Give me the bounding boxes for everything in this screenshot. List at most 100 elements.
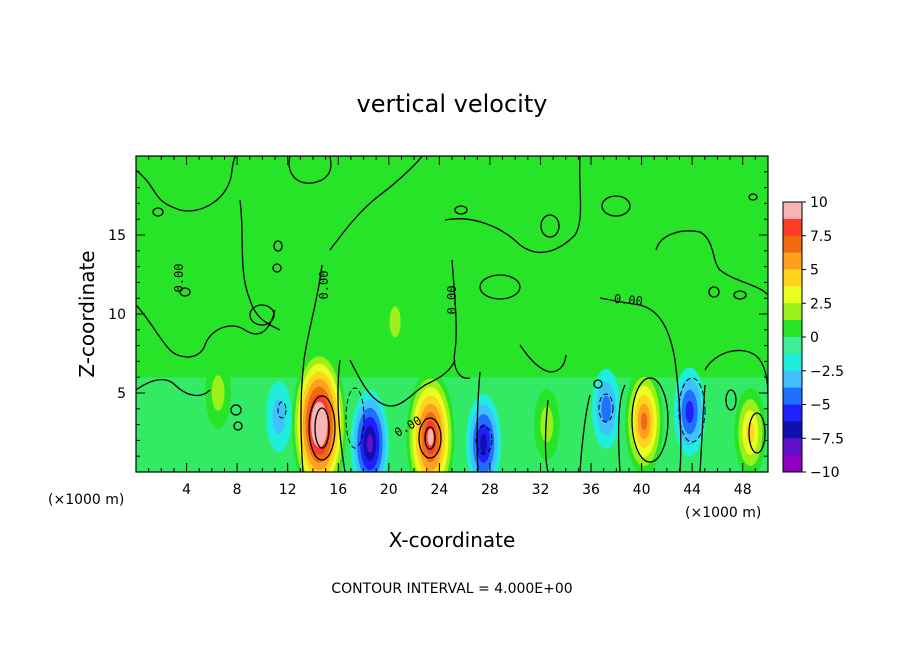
x-tick-label: 8 — [233, 482, 242, 498]
downdraft-shade — [366, 434, 374, 453]
updraft-shade — [746, 421, 755, 444]
colorbar-segment — [783, 269, 802, 287]
colorbar-segment — [783, 286, 802, 304]
y-tick-label: 15 — [108, 228, 126, 244]
colorbar-tick-label: 10 — [810, 195, 828, 211]
updraft-shade — [316, 417, 322, 433]
y-tick-label: 5 — [117, 386, 126, 402]
x-tick-label: 28 — [481, 482, 499, 498]
contour-downdraft — [277, 401, 287, 419]
contour-downdraft — [345, 387, 365, 449]
x-axis-label: X-coordinate — [389, 528, 516, 552]
contour-label: 0.00 — [317, 271, 331, 300]
updraft-shade — [540, 406, 554, 443]
contour-zero — [136, 156, 237, 212]
colorbar-segment — [783, 404, 802, 422]
updraft-shade — [389, 306, 401, 338]
x-tick-label: 40 — [633, 482, 651, 498]
contour-updraft-core — [631, 377, 669, 463]
x-unit-left: (×1000 m) — [48, 492, 124, 508]
contour-zero — [444, 156, 582, 254]
downdraft-shade — [685, 400, 694, 424]
contour-small — [733, 290, 747, 300]
colorbar-tick-label: −2.5 — [810, 364, 844, 380]
contour-small — [230, 404, 242, 416]
colorbar-segment — [783, 455, 802, 473]
colorbar-segment — [783, 303, 802, 321]
y-ticks — [136, 171, 768, 457]
contour-small — [454, 205, 468, 215]
y-tick-label: 10 — [108, 307, 126, 323]
chart-title: vertical velocity — [357, 90, 548, 118]
x-tick-label: 24 — [430, 482, 448, 498]
contour-updraft-core — [418, 417, 442, 459]
x-tick-label: 12 — [279, 482, 297, 498]
contour-small — [152, 207, 164, 217]
x-tick-label: 32 — [532, 482, 550, 498]
x-tick-labels: 4 8 12 16 20 24 28 32 36 40 44 48 — [182, 482, 752, 498]
contour-small — [748, 193, 758, 201]
contour-zero — [349, 359, 456, 407]
contour-zero — [544, 399, 549, 472]
updraft-shade — [211, 375, 225, 411]
contour-small — [249, 304, 275, 326]
contour-updraft-core — [748, 412, 766, 454]
downdraft-shade — [480, 433, 488, 454]
colorbar-segment — [783, 202, 802, 220]
y-axis-label: Z-coordinate — [75, 250, 99, 377]
plot-area: 0.00 0.00 0.00 0.00 0.00 — [135, 155, 769, 473]
contour-zero — [617, 384, 626, 472]
contour-small — [179, 287, 191, 297]
downdraft-shade — [601, 395, 612, 423]
contour-zero — [136, 378, 211, 397]
contour-lines — [136, 156, 768, 472]
updraft-shade — [640, 412, 648, 431]
colorbar-segment — [783, 353, 802, 372]
contour-zero — [476, 371, 481, 472]
colorbar-segment — [783, 370, 802, 389]
x-ticks — [148, 156, 756, 472]
y-tick-labels: 5 10 15 — [108, 228, 126, 402]
contour-small — [479, 274, 521, 300]
contour-updraft-core — [314, 407, 330, 449]
x-tick-label: 16 — [329, 482, 347, 498]
contour-zero — [136, 304, 276, 358]
x-unit-right: (×1000 m) — [685, 505, 761, 521]
contour-downdraft — [678, 377, 706, 443]
contour-small — [233, 421, 243, 431]
colorbar-segment — [783, 218, 802, 237]
contour-zero — [451, 259, 471, 379]
colorbar-segment — [783, 320, 802, 338]
contour-zero — [655, 230, 768, 296]
x-tick-label: 44 — [683, 482, 701, 498]
contour-small — [708, 286, 720, 298]
contour-zero — [704, 349, 768, 396]
contour-zero — [579, 394, 591, 472]
colorbar-segment — [783, 421, 802, 439]
colorbar-tick-label: −10 — [810, 465, 840, 481]
contour-zero — [300, 264, 323, 472]
colorbar-segment — [783, 438, 802, 456]
contour-updraft-core — [308, 395, 336, 461]
contour-downdraft — [598, 393, 614, 423]
contour-small — [593, 379, 603, 389]
downdraft-shade — [272, 398, 286, 435]
contour-interval-note: CONTOUR INTERVAL = 4.000E+00 — [331, 581, 572, 597]
contour-updraft-core — [424, 426, 436, 450]
contour-zero — [288, 156, 332, 184]
colorbar-tick-label: 5 — [810, 263, 819, 279]
contour-zero — [519, 344, 567, 373]
contour-zero — [329, 156, 423, 251]
x-tick-label: 4 — [182, 482, 191, 498]
colorbar-tick-label: −7.5 — [810, 431, 844, 447]
contour-zero — [337, 359, 346, 472]
contour-label: 0.00 — [445, 286, 459, 315]
x-tick-label: 36 — [582, 482, 600, 498]
colorbar-tick-label: 2.5 — [810, 296, 832, 312]
contour-zero — [699, 384, 706, 472]
colorbar-segment — [783, 235, 802, 254]
x-tick-label: 20 — [380, 482, 398, 498]
contour-downdraft — [475, 425, 493, 455]
colorbar-segment — [783, 387, 802, 405]
